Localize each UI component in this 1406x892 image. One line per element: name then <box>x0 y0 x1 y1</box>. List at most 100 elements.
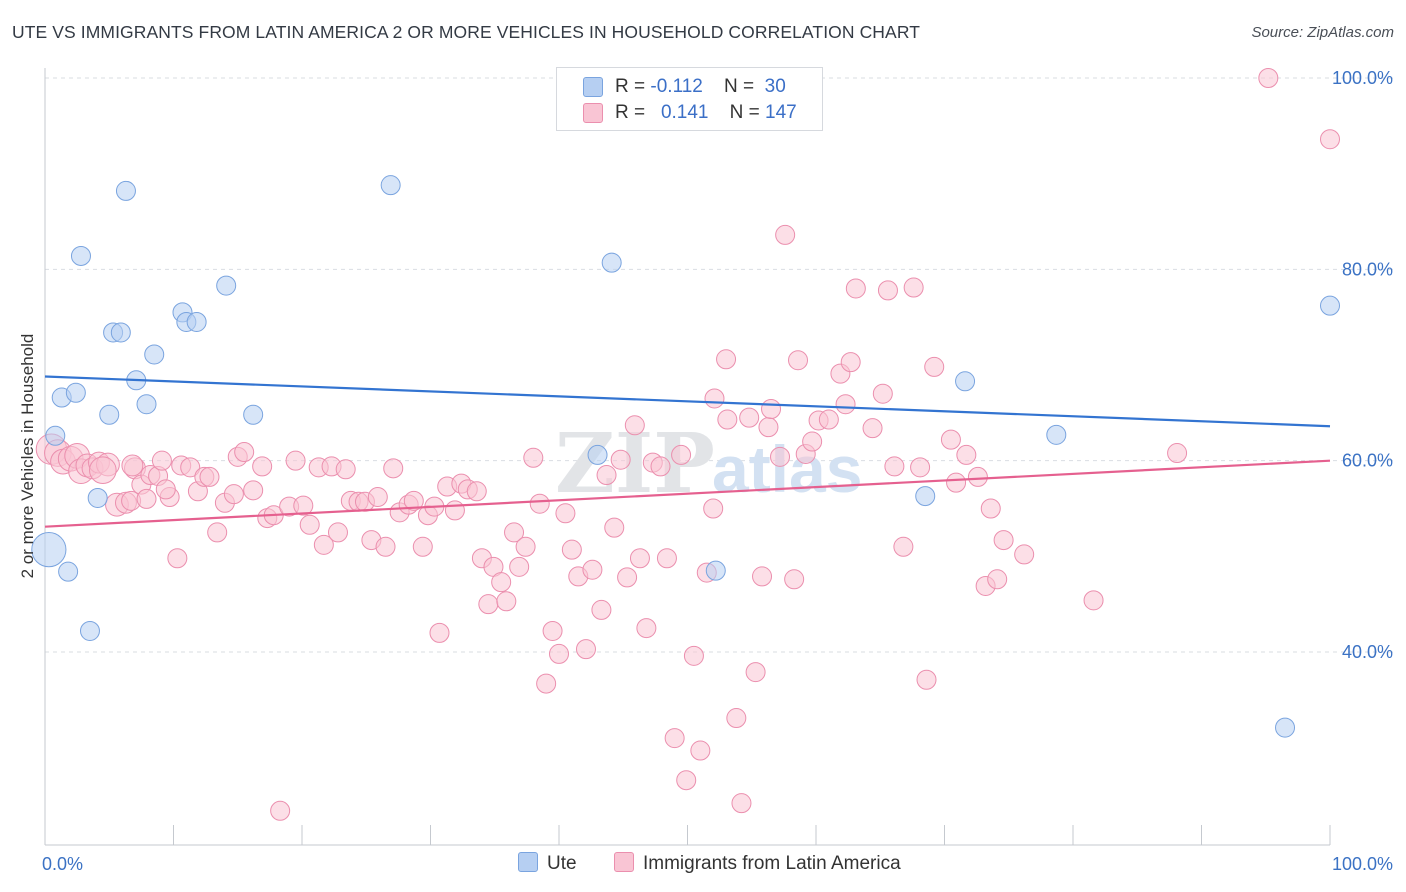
latin-point-35 <box>270 800 291 821</box>
latin-point-97 <box>690 740 711 761</box>
legend-item-ute: Ute <box>518 852 577 875</box>
latin-point-60 <box>444 500 465 521</box>
latin-point-86 <box>617 567 638 588</box>
ute-r-label: R = <box>615 76 646 97</box>
latin-point-37 <box>285 450 306 471</box>
latin-point-123 <box>872 383 893 404</box>
latin-point-15 <box>136 488 157 509</box>
ute-point-22 <box>601 252 622 273</box>
latin-point-139 <box>1014 544 1035 565</box>
latin-point-141 <box>1167 443 1188 464</box>
latin-point-140 <box>1083 590 1104 611</box>
latin-point-41 <box>313 534 334 555</box>
correlation-legend: R = -0.112 N = 30 R = 0.141 N = 147 <box>556 67 823 131</box>
latin-point-112 <box>784 569 805 590</box>
ute-point-23 <box>705 560 726 581</box>
chart-title: UTE VS IMMIGRANTS FROM LATIN AMERICA 2 O… <box>12 22 921 42</box>
ute-point-1 <box>45 425 66 446</box>
latin-point-142 <box>1258 68 1279 88</box>
latin-point-28 <box>223 484 244 505</box>
latin-point-127 <box>903 277 924 298</box>
latin-swatch <box>583 103 603 123</box>
latin-point-115 <box>802 431 823 452</box>
latin-point-84 <box>604 517 625 538</box>
latin-point-51 <box>383 458 404 479</box>
ute-swatch <box>583 77 603 97</box>
ute-point-3 <box>58 561 79 582</box>
latin-point-63 <box>466 481 487 502</box>
latin-point-72 <box>523 447 544 468</box>
latin-point-138 <box>993 530 1014 551</box>
latin-point-126 <box>893 536 914 557</box>
latin-point-136 <box>980 498 1001 519</box>
latin-point-144 <box>89 456 117 485</box>
latin-point-43 <box>327 522 348 543</box>
latin-point-88 <box>629 548 650 569</box>
latin-point-128 <box>910 457 931 478</box>
latin-r-label: R = <box>615 102 646 123</box>
legend-item-latin: Immigrants from Latin America <box>614 852 901 875</box>
ute-point-19 <box>243 404 264 425</box>
x-tick-label-min: 0.0% <box>42 854 83 874</box>
latin-point-96 <box>683 645 704 666</box>
latin-point-68 <box>496 591 517 612</box>
latin-point-78 <box>561 539 582 560</box>
y-tick-label-60: 60.0% <box>1342 451 1393 471</box>
latin-point-58 <box>429 622 450 643</box>
latin-point-74 <box>536 673 557 694</box>
y-axis-label: 2 or more Vehicles in Household <box>18 333 37 579</box>
ute-point-26 <box>955 371 976 392</box>
legend-ute-label: Ute <box>547 853 577 874</box>
latin-n-label: N = <box>729 102 760 123</box>
x-tick-label-max: 100.0% <box>1332 854 1393 874</box>
ute-point-0 <box>31 532 67 568</box>
latin-point-94 <box>671 444 692 465</box>
ute-point-20 <box>380 175 401 196</box>
latin-point-129 <box>916 669 937 690</box>
ute-point-9 <box>115 180 136 201</box>
latin-n-value: 147 <box>765 102 797 123</box>
latin-point-39 <box>299 514 320 535</box>
ute-point-28 <box>1275 717 1296 738</box>
latin-point-67 <box>491 572 512 593</box>
latin-point-85 <box>610 449 631 470</box>
latin-point-30 <box>234 442 255 463</box>
latin-point-95 <box>676 770 697 791</box>
latin-point-131 <box>940 429 961 450</box>
latin-point-76 <box>549 643 569 664</box>
latin-point-70 <box>509 556 530 577</box>
watermark-atlas: atlas <box>712 432 862 506</box>
latin-point-89 <box>636 618 657 639</box>
latin-point-71 <box>515 536 536 557</box>
latin-point-92 <box>656 548 677 569</box>
latin-point-103 <box>726 708 747 729</box>
latin-point-22 <box>180 457 201 478</box>
latin-point-120 <box>840 352 861 373</box>
latin-point-82 <box>591 599 612 620</box>
ute-point-21 <box>587 444 608 465</box>
latin-point-87 <box>624 415 645 436</box>
ute-point-5 <box>70 245 91 266</box>
latin-point-100 <box>704 388 725 409</box>
latin-point-119 <box>835 394 856 415</box>
latin-point-146 <box>155 479 176 500</box>
ute-point-18 <box>216 275 237 296</box>
latin-point-117 <box>818 409 839 430</box>
latin-point-145 <box>121 454 144 477</box>
latin-point-44 <box>335 459 356 480</box>
ute-point-11 <box>110 322 131 343</box>
latin-point-110 <box>770 446 791 467</box>
latin-point-73 <box>529 493 550 514</box>
latin-point-130 <box>924 356 945 377</box>
latin-point-49 <box>367 487 388 508</box>
latin-point-93 <box>664 728 685 749</box>
ute-point-17 <box>186 311 207 332</box>
latin-point-38 <box>293 495 314 516</box>
latin-point-122 <box>862 418 883 439</box>
latin-point-99 <box>703 498 724 519</box>
latin-point-125 <box>884 456 905 477</box>
ute-trend-line <box>44 375 1331 428</box>
latin-point-69 <box>504 522 525 543</box>
ute-point-6 <box>79 620 100 641</box>
latin-point-108 <box>758 417 779 438</box>
